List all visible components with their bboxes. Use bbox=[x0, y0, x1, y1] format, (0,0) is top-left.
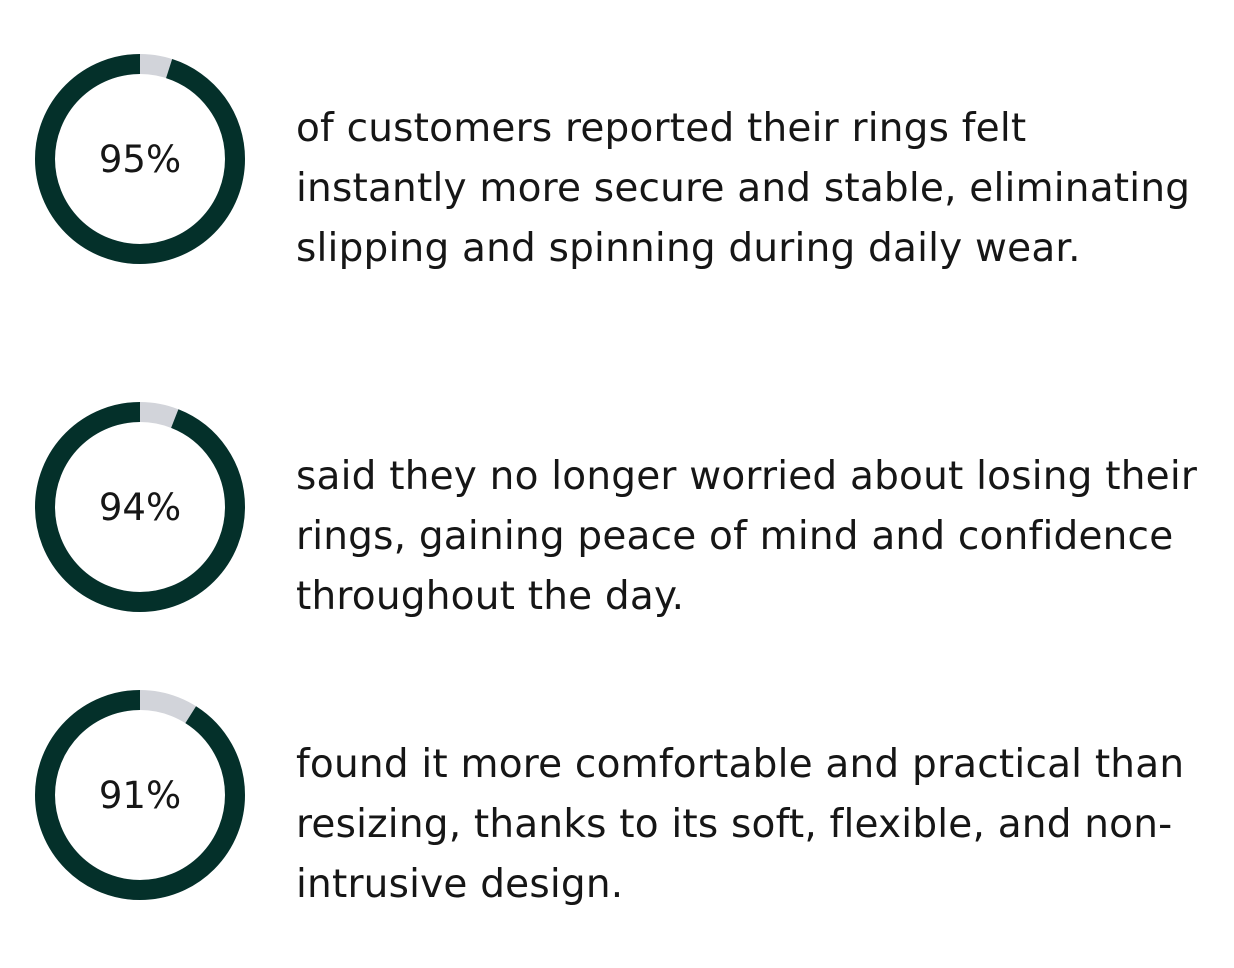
ring-progress bbox=[35, 54, 245, 264]
stat-description: found it more comfortable and practical … bbox=[296, 742, 1185, 907]
percent-label: 95% bbox=[98, 137, 182, 181]
ring-progress bbox=[35, 690, 245, 900]
progress-ring: 91% bbox=[35, 690, 245, 900]
progress-ring-graphic bbox=[35, 690, 245, 900]
progress-ring-graphic bbox=[35, 402, 245, 612]
percent-label: 91% bbox=[98, 773, 182, 817]
stat-description: of customers reported their rings felt i… bbox=[296, 106, 1191, 271]
ring-progress bbox=[35, 402, 245, 612]
percent-label: 94% bbox=[98, 485, 182, 529]
progress-ring: 95% bbox=[35, 54, 245, 264]
progress-ring-graphic bbox=[35, 54, 245, 264]
stat-description: said they no longer worried about losing… bbox=[296, 454, 1198, 619]
progress-ring: 94% bbox=[35, 402, 245, 612]
